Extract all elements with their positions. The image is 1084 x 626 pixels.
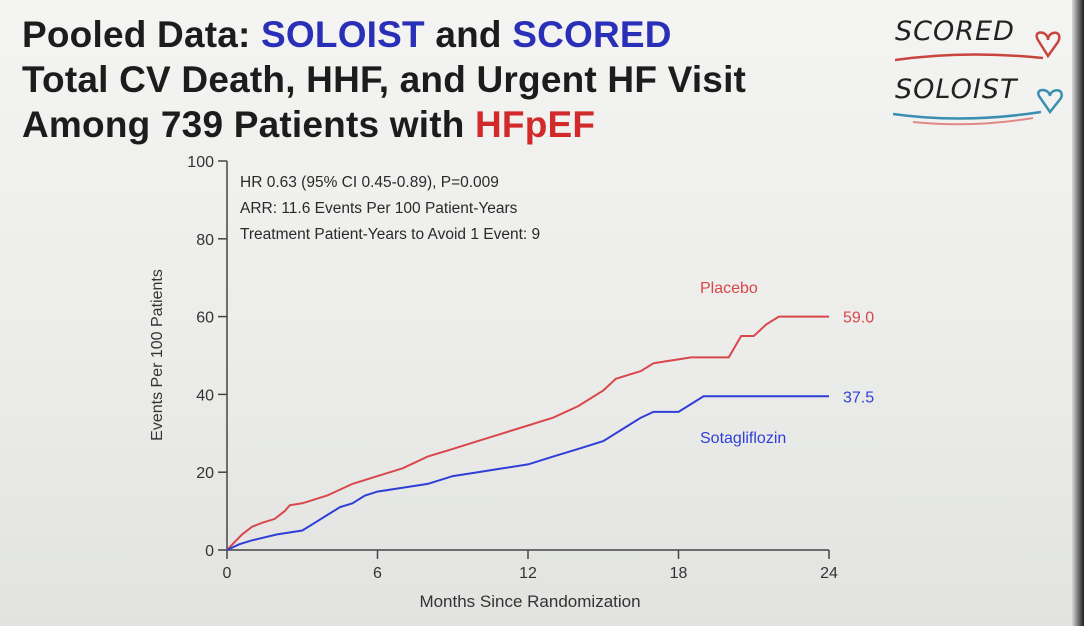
y-tick-label: 40 bbox=[196, 387, 214, 404]
placebo-series-label: Placebo bbox=[700, 280, 758, 297]
soloist-logo: SOLOIST bbox=[895, 74, 1017, 105]
y-tick-label: 60 bbox=[196, 310, 214, 327]
title-trial-soloist: SOLOIST bbox=[261, 14, 425, 55]
title-line-3: Among 739 Patients with HFpEF bbox=[22, 102, 872, 147]
y-tick-label: 80 bbox=[196, 232, 214, 249]
title-trial-scored: SCORED bbox=[512, 14, 672, 55]
y-tick-label: 100 bbox=[187, 154, 214, 171]
soloist-swoosh-icon bbox=[893, 110, 1042, 126]
x-tick-label: 18 bbox=[670, 565, 688, 582]
screen-edge bbox=[1072, 0, 1084, 626]
annotation-line-1: HR 0.63 (95% CI 0.45-0.89), P=0.009 bbox=[240, 174, 499, 191]
slide-title: Pooled Data: SOLOIST and SCORED Total CV… bbox=[22, 12, 872, 147]
scored-heart-icon bbox=[1035, 31, 1061, 59]
x-tick-label: 6 bbox=[373, 565, 382, 582]
sotagliflozin-end-value: 37.5 bbox=[843, 389, 874, 406]
annotation-line-3: Treatment Patient-Years to Avoid 1 Event… bbox=[240, 226, 540, 243]
scored-logo-text: SCORED bbox=[895, 16, 1015, 47]
y-axis-label: Events Per 100 Patients bbox=[149, 269, 166, 441]
series-layer: Placebo 59.0 Sotagliflozin 37.5 bbox=[226, 280, 874, 551]
x-tick-label: 12 bbox=[519, 565, 537, 582]
x-tick-label: 0 bbox=[223, 565, 232, 582]
y-tick-label: 0 bbox=[205, 543, 214, 560]
annotation-line-2: ARR: 11.6 Events Per 100 Patient-Years bbox=[240, 200, 518, 217]
title-line-1: Pooled Data: SOLOIST and SCORED bbox=[22, 12, 872, 57]
chart-annotations: HR 0.63 (95% CI 0.45-0.89), P=0.009 ARR: … bbox=[240, 174, 540, 243]
scored-swoosh-icon bbox=[895, 53, 1044, 62]
chart-axes bbox=[226, 161, 829, 551]
title-hfpef: HFpEF bbox=[475, 104, 596, 145]
title-line-3-prefix: Among 739 Patients with bbox=[22, 104, 475, 145]
placebo-end-value: 59.0 bbox=[843, 310, 874, 327]
scored-logo: SCORED bbox=[895, 16, 1015, 47]
soloist-heart-icon bbox=[1037, 88, 1063, 115]
x-tick-label: 24 bbox=[820, 565, 838, 582]
sotagliflozin-curve bbox=[226, 395, 829, 551]
x-axis-label: Months Since Randomization bbox=[419, 592, 640, 611]
axis-ticks: 0 20 40 60 80 100 0 6 12 18 24 bbox=[187, 154, 838, 582]
soloist-logo-text: SOLOIST bbox=[895, 74, 1018, 105]
placebo-curve bbox=[226, 315, 829, 551]
title-line-1-and: and bbox=[424, 14, 513, 55]
sotagliflozin-series-label: Sotagliflozin bbox=[700, 430, 786, 447]
title-line-2: Total CV Death, HHF, and Urgent HF Visit bbox=[22, 59, 747, 100]
title-line-1-prefix: Pooled Data: bbox=[22, 14, 262, 55]
y-tick-label: 20 bbox=[196, 465, 214, 482]
